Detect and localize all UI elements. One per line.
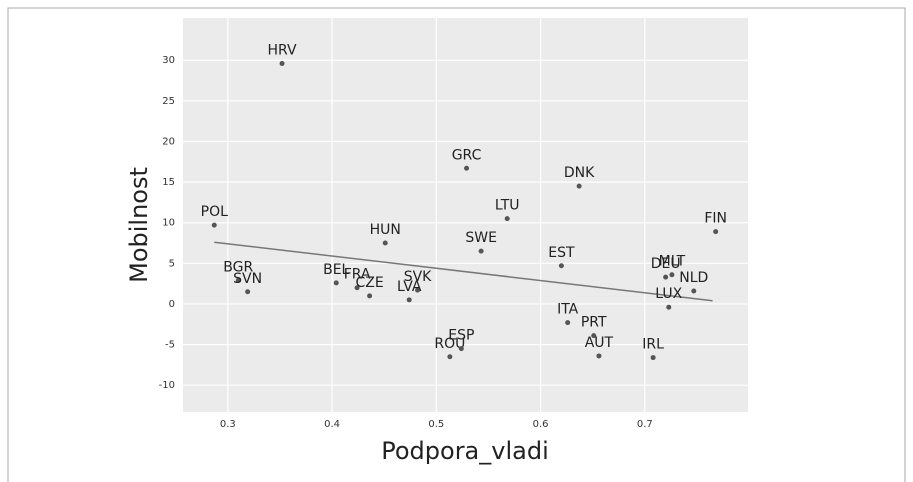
x-tick-label: 0.5 [428,419,444,430]
point [279,60,285,66]
point-label: ROU [434,336,465,352]
point [713,229,719,235]
point-label: SVK [404,269,432,285]
point-label: DEU [651,256,681,272]
point-label: NLD [679,270,708,286]
point [333,280,339,286]
trend-line [214,241,713,302]
point-label: LVA [397,279,422,295]
point-label: AUT [585,335,614,351]
y-tick-label: 30 [162,55,175,66]
point-label: LUX [655,286,682,302]
point-label: GRC [452,147,482,163]
point-label: ESP [448,328,474,344]
y-tick-label: 10 [162,218,175,229]
y-tick-label: 25 [162,96,175,107]
point-label: BGR [223,259,253,275]
point-label: EST [548,245,575,261]
point [504,216,510,222]
point [382,240,388,246]
point [367,293,373,299]
point-label: POL [201,204,228,220]
point [245,289,251,295]
point [211,222,217,228]
x-tick-label: 0.7 [637,419,653,430]
plot-area [183,18,748,412]
point-label: FRA [344,267,371,283]
point-label: HUN [370,222,401,238]
point [458,346,464,352]
point [415,287,421,293]
frame [7,7,906,482]
y-tick-label: 5 [169,258,175,269]
y-tick-label: 0 [169,299,175,310]
x-tick-label: 0.6 [533,419,549,430]
y-tick-label: 20 [162,136,175,147]
point [478,248,484,254]
point-label: PRT [581,315,607,331]
point [691,288,697,294]
point-label: BEL [323,262,349,278]
point-label: SWE [465,230,497,246]
point-label: CZE [355,275,383,291]
x-tick-label: 0.4 [324,419,340,430]
point [565,320,571,326]
point-label: IRL [642,337,664,353]
y-tick-label: 15 [162,177,175,188]
point-label: MLT [659,254,686,270]
point [235,277,241,283]
point-label: LTU [495,198,520,214]
point [669,272,675,278]
point [447,354,453,360]
point-label: ITA [557,302,579,318]
point [558,263,564,269]
point [406,297,412,303]
point [576,183,582,189]
point [354,285,360,291]
x-tick-label: 0.3 [220,419,236,430]
point-label: HRV [267,42,296,58]
point [650,355,656,361]
point [591,333,597,339]
point-label: DNK [564,165,595,181]
point [464,165,470,171]
point [666,304,672,310]
y-tick-label: -10 [159,380,175,391]
point [663,274,669,280]
point-label: SVN [233,271,262,287]
x-axis-label: Podpora_vladi [381,437,549,465]
point-label: FIN [704,211,727,227]
y-tick-label: -5 [165,340,175,351]
point [596,353,602,359]
y-axis-label: Mobilnost [125,167,153,283]
